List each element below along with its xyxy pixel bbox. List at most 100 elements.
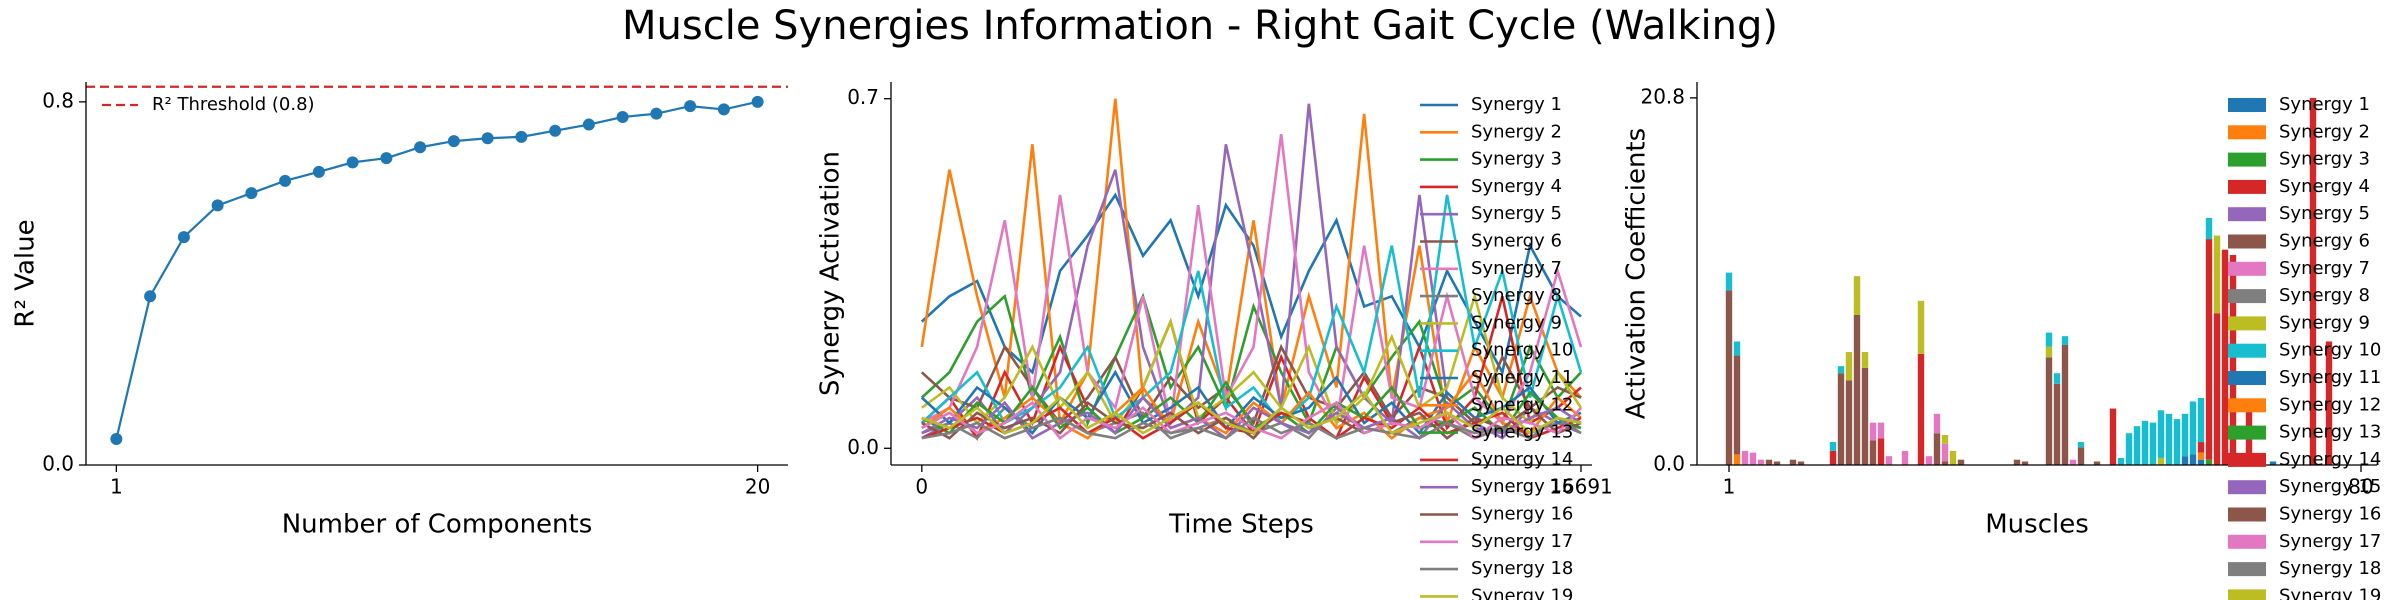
legend-label: Synergy 4: [1471, 176, 1562, 197]
legend-label: Synergy 9: [1471, 312, 1562, 333]
bar-segment: [2141, 420, 2149, 465]
bar-segment: [1757, 459, 1765, 465]
x-axis-label: Number of Components: [282, 510, 593, 540]
legend-swatch: [2228, 507, 2266, 522]
legend-swatch: [2228, 234, 2266, 249]
bar-segment: [1933, 413, 1941, 434]
bar-segment: [2077, 447, 2085, 465]
bar-segment: [2205, 239, 2213, 460]
bar-segment: [1725, 290, 1733, 465]
legend-label: Synergy 13: [1471, 422, 1573, 443]
bar-segment: [2181, 456, 2189, 465]
bar-segment: [1741, 450, 1749, 465]
series-line: [921, 369, 1582, 440]
legend-label: Synergy 14: [1471, 449, 1573, 470]
bar-segment: [2325, 341, 2333, 465]
legend-label: Synergy 6: [2279, 231, 2370, 252]
bar-segment: [2093, 461, 2101, 465]
bar-segment: [1765, 459, 1773, 465]
y-tick-label: 0.0: [1653, 452, 1685, 476]
legend-swatch: [2228, 316, 2266, 331]
x-axis-label: Time Steps: [1168, 510, 1314, 540]
series-line: [921, 416, 1582, 440]
bar-segment: [2045, 346, 2053, 358]
bar-segment: [1853, 276, 1861, 315]
legend-label: Synergy 6: [1471, 231, 1562, 252]
bar-segment: [1773, 461, 1781, 465]
bar-segment: [1869, 422, 1877, 441]
bar-segment: [1941, 443, 1949, 462]
bar-segment: [1837, 373, 1845, 465]
point: [751, 95, 764, 108]
bar-segment: [2221, 249, 2229, 465]
bar-segment: [1901, 450, 1909, 465]
bar-segment: [2109, 408, 2117, 465]
legend-label: Synergy 1: [1471, 94, 1562, 115]
point: [717, 103, 730, 116]
legend-label: Synergy 12: [1471, 394, 1573, 415]
point: [177, 231, 190, 244]
bar-segment: [1941, 434, 1949, 444]
legend-label: Synergy 16: [2279, 504, 2381, 525]
y-tick-label: 0.8: [42, 88, 74, 112]
bar-segment: [2061, 336, 2069, 345]
legend-label: Synergy 12: [2279, 394, 2381, 415]
bar-segment: [2213, 235, 2221, 314]
bar-segment: [1829, 450, 1837, 465]
bar-segment: [2157, 457, 2165, 465]
bar-segment: [1845, 380, 1853, 465]
legend-label: Synergy 11: [1471, 367, 1573, 388]
point: [414, 141, 427, 154]
bar-segment: [1949, 450, 1957, 465]
bar-segment: [1941, 461, 1949, 465]
legend-label: Synergy 17: [1471, 531, 1573, 552]
bar-segment: [2309, 97, 2317, 465]
legend-swatch: [2228, 152, 2266, 167]
legend-swatch: [2228, 562, 2266, 577]
legend-label: Synergy 13: [2279, 422, 2381, 443]
subplot: 0.0 20.8 1 80 Muscles Activation Coefficients…: [1622, 82, 2381, 600]
series-line: [115, 100, 758, 440]
legend-swatch: [2228, 343, 2266, 358]
bar-segment: [1845, 352, 1853, 381]
bar-segment: [1749, 452, 1757, 465]
series-line: [921, 400, 1582, 440]
x-tick-label: 1: [1723, 475, 1736, 499]
legend-label: Synergy 4: [2279, 176, 2370, 197]
point: [481, 132, 494, 145]
legend-swatch: [2228, 480, 2266, 495]
bar-segment: [2149, 422, 2157, 465]
legend-swatch: [2228, 371, 2266, 385]
bar-segment: [2125, 433, 2133, 465]
legend-swatch: [2228, 452, 2266, 467]
bar-segment: [2133, 426, 2141, 465]
bar-segment: [1797, 461, 1805, 465]
y-tick-label: 0.7: [847, 85, 879, 109]
bar-segment: [2077, 442, 2085, 448]
legend-swatch: [2228, 398, 2266, 413]
point: [279, 174, 292, 187]
legend-label: Synergy 15: [2279, 476, 2381, 497]
legend-label: Synergy 8: [2279, 285, 2370, 306]
legend-label: Synergy 5: [2279, 203, 2370, 224]
bar-segment: [2181, 413, 2189, 457]
bar-segment: [2197, 397, 2205, 443]
figure-title: Muscle Synergies Information - Right Gai…: [622, 3, 1778, 49]
legend-label: Synergy 5: [1471, 203, 1562, 224]
point: [312, 165, 325, 178]
bar-segment: [2069, 459, 2077, 465]
series-line: [921, 291, 1583, 426]
y-tick-label: 0.0: [42, 452, 74, 476]
x-tick-label: 0: [915, 475, 928, 499]
y-tick-label: 0.0: [847, 435, 879, 459]
legend-label: Synergy 18: [1471, 558, 1573, 579]
point: [346, 156, 359, 169]
bar-segment: [1925, 456, 1933, 465]
legend-swatch: [2228, 125, 2266, 140]
legend-label: Synergy 9: [2279, 312, 2370, 333]
x-tick-label: 1: [110, 475, 123, 499]
point: [110, 432, 123, 445]
series-line: [920, 192, 1582, 376]
bar-segment: [1837, 366, 1845, 374]
